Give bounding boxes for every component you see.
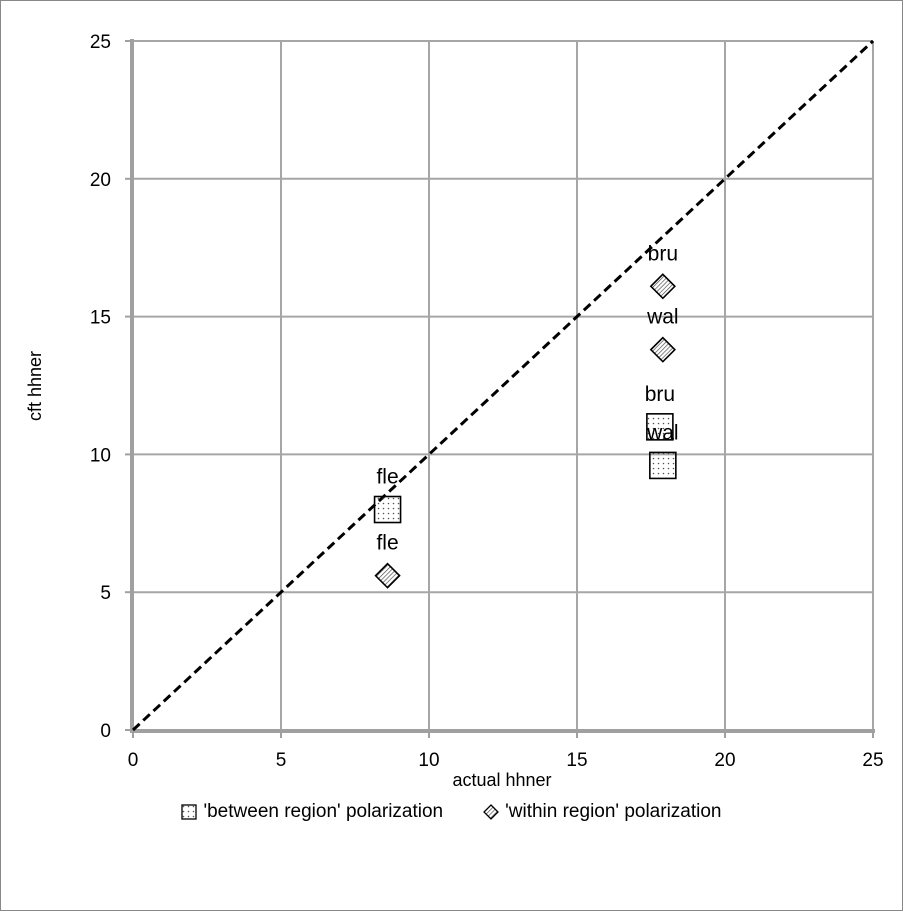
x-tick-label: 10 (418, 750, 439, 771)
legend-label-between: 'between region' polarization (203, 801, 444, 822)
diamond-marker-icon (483, 804, 500, 820)
x-tick-label: 15 (566, 750, 587, 771)
reference-line (131, 39, 875, 732)
diamond-marker (649, 336, 676, 363)
square-marker (646, 413, 674, 441)
square-marker (649, 451, 677, 480)
point-label: bru (645, 383, 675, 406)
point-label: fle (376, 466, 398, 489)
y-tick-label: 25 (90, 32, 111, 53)
diamond-marker (374, 562, 401, 589)
point-label: fle (376, 532, 398, 555)
y-tick-label: 10 (90, 445, 111, 466)
square-marker-icon (181, 804, 198, 820)
point-label: bru (648, 242, 678, 265)
y-tick-label: 15 (90, 308, 111, 329)
legend-label-within: 'within region' polarization (505, 801, 722, 822)
y-tick-label: 0 (100, 721, 111, 742)
legend-item-within: 'within region' polarization (483, 801, 722, 823)
x-axis-title: actual hhner (452, 770, 551, 790)
y-tick-label: 20 (90, 170, 111, 191)
square-marker (373, 495, 402, 524)
x-tick-label: 25 (862, 750, 883, 771)
point-label: wal (646, 421, 679, 444)
x-tick-label: 5 (276, 750, 287, 771)
legend-item-between: 'between region' polarization (181, 801, 443, 823)
point-label: wal (646, 306, 679, 329)
x-tick-label: 0 (128, 750, 139, 771)
y-tick-label: 5 (100, 583, 111, 604)
legend: 'between region' polarization 'within re… (1, 801, 902, 823)
diamond-marker (649, 273, 676, 300)
x-tick-label: 20 (714, 750, 735, 771)
y-axis-title: cft hhner (25, 351, 45, 421)
